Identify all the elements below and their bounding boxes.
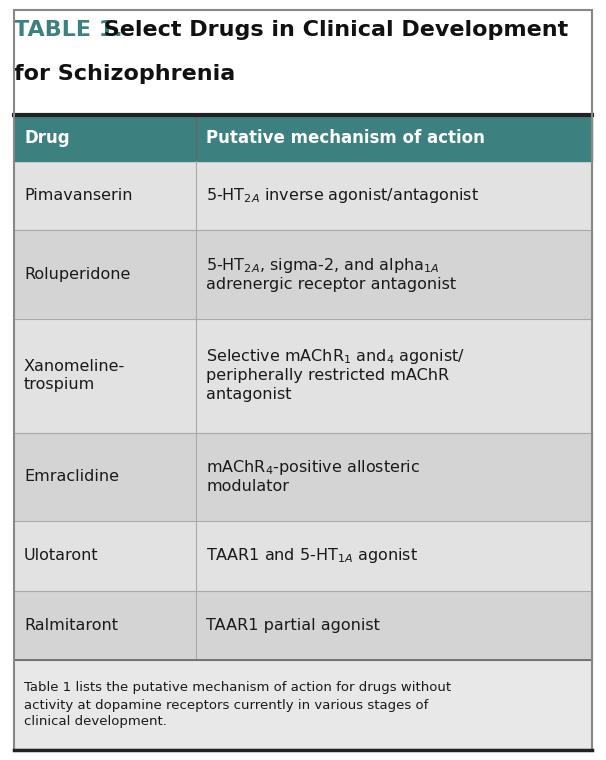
Text: Table 1 lists the putative mechanism of action for drugs without: Table 1 lists the putative mechanism of … [24, 682, 451, 695]
Text: antagonist: antagonist [206, 388, 291, 402]
Text: TAAR1 and 5-HT$_{1A}$ agonist: TAAR1 and 5-HT$_{1A}$ agonist [206, 546, 418, 565]
Text: trospium: trospium [24, 377, 95, 392]
Text: Selective mAChR$_{1}$ and$_{4}$ agonist/: Selective mAChR$_{1}$ and$_{4}$ agonist/ [206, 347, 465, 366]
Text: activity at dopamine receptors currently in various stages of: activity at dopamine receptors currently… [24, 698, 428, 711]
Bar [14, 591, 592, 660]
Bar [14, 521, 592, 591]
Text: Select Drugs in Clinical Development: Select Drugs in Clinical Development [96, 20, 568, 40]
Bar [14, 319, 592, 432]
Text: Putative mechanism of action: Putative mechanism of action [206, 129, 485, 147]
Bar [14, 230, 592, 319]
Bar [14, 660, 592, 750]
Text: Ulotaront: Ulotaront [24, 548, 99, 563]
Bar [14, 115, 592, 161]
Text: 5-HT$_{2A}$, sigma-2, and alpha$_{1A}$: 5-HT$_{2A}$, sigma-2, and alpha$_{1A}$ [206, 255, 439, 274]
Text: for Schizophrenia: for Schizophrenia [14, 64, 235, 84]
Text: Xanomeline-: Xanomeline- [24, 359, 125, 374]
Text: TABLE 1.: TABLE 1. [14, 20, 122, 40]
Text: Ralmitaront: Ralmitaront [24, 618, 118, 633]
Text: Drug: Drug [24, 129, 70, 147]
Text: TAAR1 partial agonist: TAAR1 partial agonist [206, 618, 380, 633]
Text: Emraclidine: Emraclidine [24, 470, 119, 484]
Text: modulator: modulator [206, 479, 289, 494]
Bar [14, 161, 592, 230]
Text: Pimavanserin: Pimavanserin [24, 188, 133, 203]
Text: mAChR$_{4}$-positive allosteric: mAChR$_{4}$-positive allosteric [206, 458, 420, 477]
Text: adrenergic receptor antagonist: adrenergic receptor antagonist [206, 277, 456, 292]
Text: 5-HT$_{2A}$ inverse agonist/antagonist: 5-HT$_{2A}$ inverse agonist/antagonist [206, 186, 479, 205]
Text: peripherally restricted mAChR: peripherally restricted mAChR [206, 369, 449, 383]
Text: clinical development.: clinical development. [24, 715, 167, 729]
Bar [14, 432, 592, 521]
Text: Roluperidone: Roluperidone [24, 268, 130, 282]
